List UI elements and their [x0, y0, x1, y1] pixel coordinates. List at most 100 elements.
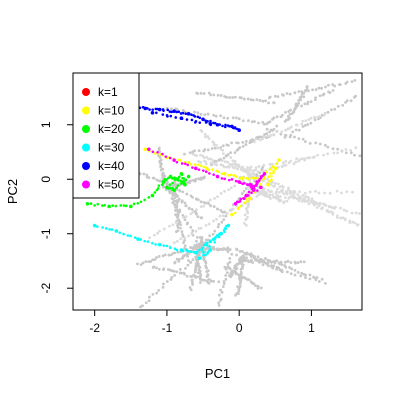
background-point: [199, 226, 203, 230]
background-point: [233, 184, 237, 188]
background-point: [289, 189, 292, 193]
background-point: [350, 80, 354, 84]
background-point: [230, 252, 234, 256]
trajectory-point: [201, 246, 204, 250]
background-point: [152, 265, 156, 269]
background-point: [303, 199, 307, 203]
background-point: [175, 201, 179, 205]
background-point: [276, 195, 280, 198]
background-point: [174, 230, 178, 234]
background-point: [285, 199, 289, 203]
trajectory-point: [169, 114, 173, 118]
legend-label: k=30: [98, 141, 125, 155]
data-point: [222, 171, 227, 176]
background-point: [205, 266, 208, 270]
background-point: [241, 250, 244, 253]
background-point: [241, 145, 245, 148]
background-point: [298, 190, 301, 194]
data-point: [186, 112, 191, 116]
background-point: [228, 96, 231, 99]
background-point: [228, 248, 232, 251]
background-point: [269, 182, 273, 186]
background-point: [217, 293, 221, 297]
background-point: [309, 121, 313, 125]
legend-marker: [82, 143, 90, 152]
background-point: [269, 264, 273, 268]
data-point: [172, 158, 176, 162]
background-point: [339, 206, 342, 210]
trajectory-point: [217, 235, 221, 239]
trajectory-point: [139, 238, 142, 241]
background-point: [233, 95, 237, 99]
background-point: [342, 208, 346, 212]
trajectory-point: [171, 177, 174, 180]
background-point: [248, 253, 252, 256]
data-point: [183, 182, 187, 187]
background-point: [295, 197, 299, 201]
background-point: [192, 247, 195, 251]
background-point: [234, 272, 238, 276]
trajectory-point: [173, 247, 177, 250]
background-point: [236, 167, 240, 171]
background-point: [275, 259, 279, 263]
trajectory-point: [156, 187, 160, 190]
background-point: [171, 251, 175, 255]
background-point: [280, 130, 284, 134]
background-point: [171, 193, 175, 197]
background-point: [183, 244, 187, 248]
background-point: [226, 262, 230, 266]
background-point: [189, 260, 193, 264]
trajectory-point: [190, 118, 194, 122]
x-tick-label: -1: [162, 321, 173, 335]
background-point: [157, 254, 161, 258]
background-point: [308, 156, 312, 160]
background-point: [168, 224, 171, 228]
background-point: [301, 197, 305, 201]
background-point: [185, 192, 189, 196]
background-point: [322, 153, 325, 157]
background-point: [248, 173, 252, 176]
background-point: [176, 212, 180, 216]
background-point: [294, 102, 298, 106]
background-point: [228, 256, 232, 260]
x-axis-title: PC1: [205, 366, 230, 381]
background-point: [304, 195, 308, 199]
trajectory-point: [168, 246, 172, 250]
background-point: [282, 192, 286, 196]
legend-item: k=10: [82, 104, 125, 118]
data-point: [172, 188, 176, 192]
trajectory-point: [101, 226, 104, 229]
background-point: [287, 186, 290, 190]
background-point: [151, 292, 155, 296]
legend-label: k=20: [98, 122, 125, 136]
background-point: [288, 112, 292, 116]
trajectory-point: [224, 123, 227, 127]
background-point: [284, 134, 288, 137]
background-point: [211, 246, 214, 250]
background-point: [175, 240, 179, 243]
background-point: [225, 95, 228, 99]
background-point: [293, 91, 297, 95]
background-point: [176, 214, 180, 218]
background-trajectory: [262, 89, 335, 126]
background-point: [266, 177, 269, 181]
legend-label: k=50: [98, 178, 125, 192]
background-point: [293, 273, 297, 277]
trajectory-point: [202, 253, 205, 257]
trajectory-point: [239, 181, 242, 184]
trajectory-point: [168, 110, 172, 113]
background-point: [326, 110, 330, 114]
background-point: [174, 213, 178, 217]
background-point: [151, 176, 155, 180]
background-point: [189, 288, 193, 292]
data-point: [179, 171, 184, 176]
background-point: [237, 273, 241, 277]
background-point: [172, 269, 176, 273]
trajectory-point: [103, 203, 107, 207]
background-point: [176, 223, 179, 227]
background-point: [335, 214, 339, 218]
background-point: [351, 220, 355, 224]
background-point: [336, 151, 339, 155]
background-point: [198, 242, 202, 246]
